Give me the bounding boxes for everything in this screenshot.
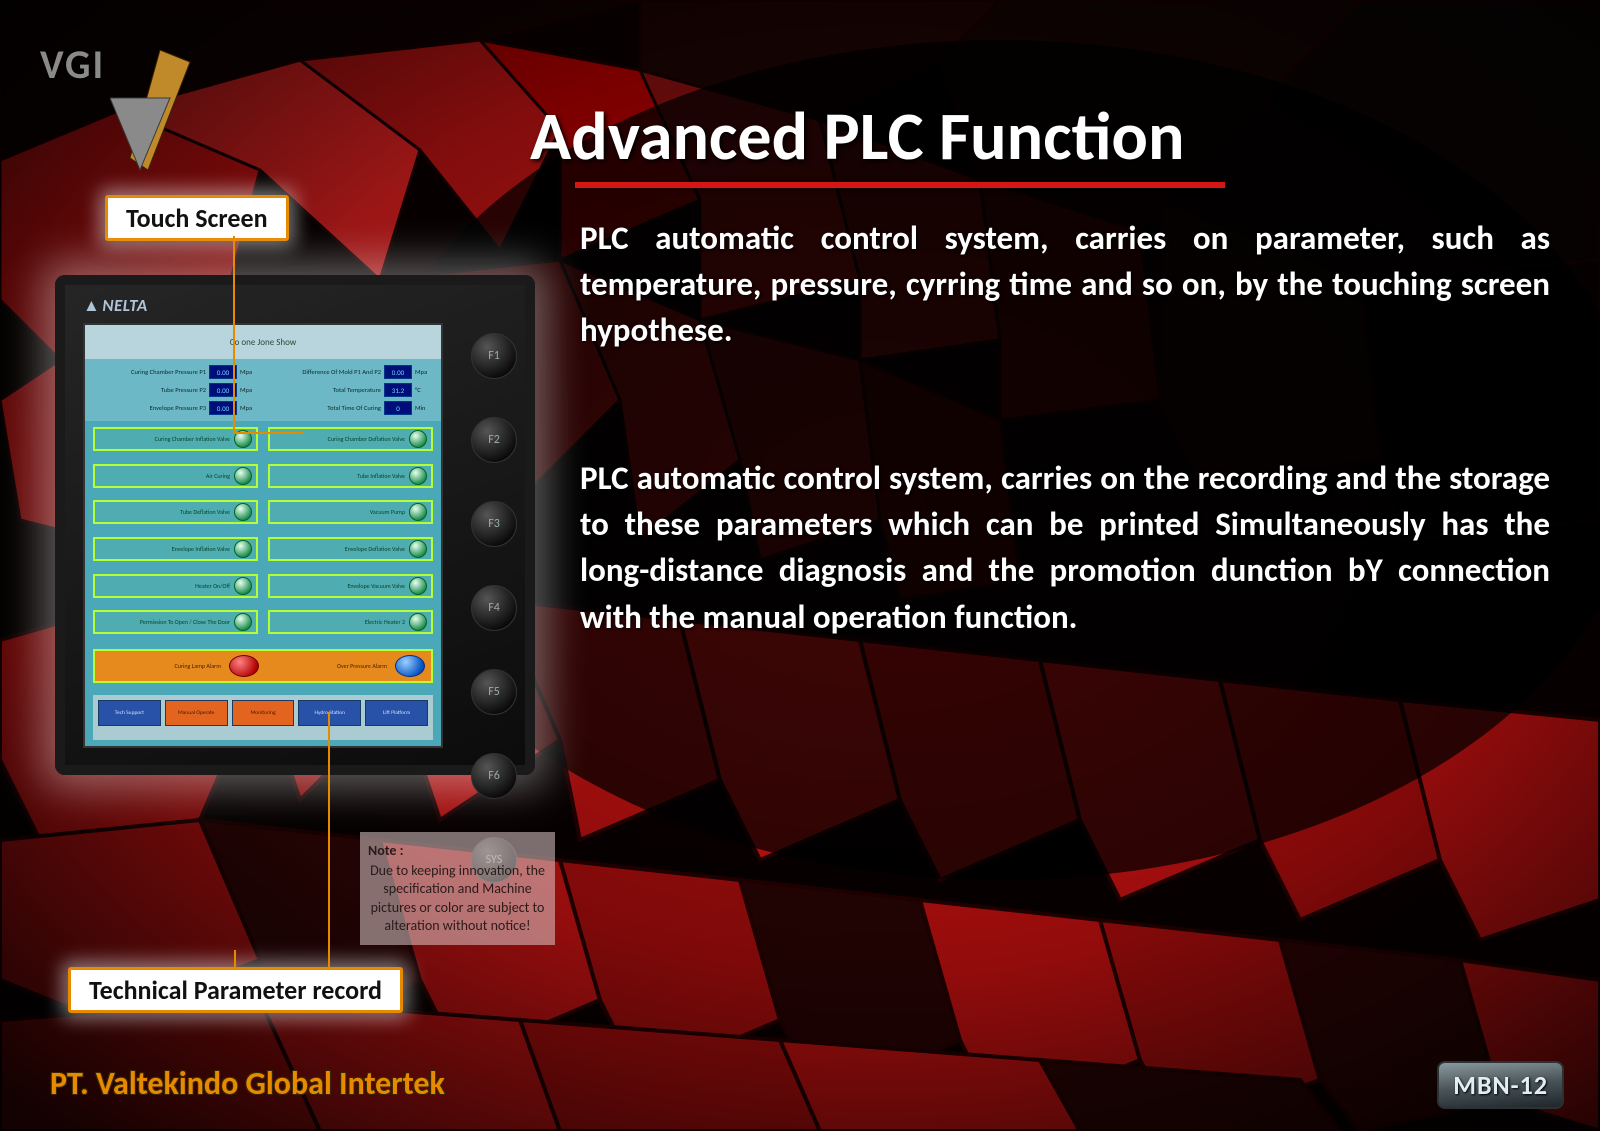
status-cell: Envelope Vacuum Valve bbox=[268, 574, 433, 598]
param-value[interactable]: 0.00 bbox=[384, 365, 412, 379]
status-label: Envelope Inflation Valve bbox=[99, 546, 230, 552]
device-side-buttons: F1F2F3F4F5F6SYS bbox=[471, 333, 517, 883]
vgi-logo: VGI bbox=[40, 40, 200, 180]
status-cell: Tube Deflation Valve bbox=[93, 500, 258, 524]
param-unit: °C bbox=[415, 386, 433, 394]
parameter-grid: Curing Chamber Pressure P1 0.00 MpaDiffe… bbox=[85, 359, 441, 421]
param-cell: Difference Of Mold P1 And P2 0.00 Mpa bbox=[268, 365, 433, 379]
alarm-lamp-blue-icon bbox=[395, 655, 425, 677]
bottom-button-row: Tech SupportManual OperateMonitoringHydr… bbox=[93, 695, 433, 740]
status-lamp-icon bbox=[234, 503, 252, 521]
status-label: Permission To Open / Close The Door bbox=[99, 619, 230, 625]
param-unit: Mpa bbox=[240, 386, 258, 394]
device-side-button[interactable]: F6 bbox=[471, 753, 517, 799]
status-lamp-icon bbox=[409, 467, 427, 485]
param-unit: Mpa bbox=[240, 368, 258, 376]
param-label: Curing Chamber Pressure P1 bbox=[93, 369, 206, 376]
status-lamp-icon bbox=[409, 430, 427, 448]
status-label: Tube Inflation Valve bbox=[274, 473, 405, 479]
param-unit: Mpa bbox=[240, 404, 258, 412]
status-label: Electric Heater 2 bbox=[274, 619, 405, 625]
logo-text: VGI bbox=[40, 40, 200, 89]
device-side-button[interactable]: F4 bbox=[471, 585, 517, 631]
screen-nav-button[interactable]: Manual Operate bbox=[165, 700, 228, 726]
callout-tech-param: Technical Parameter record bbox=[68, 967, 403, 1013]
status-cell: Envelope Deflation Valve bbox=[268, 537, 433, 561]
status-cell: Air Curing bbox=[93, 464, 258, 488]
param-label: Total Temperature bbox=[268, 387, 381, 394]
alarm-row: Curing Lamp Alarm Over Pressure Alarm bbox=[93, 649, 433, 683]
status-cell: Heater On/Off bbox=[93, 574, 258, 598]
status-lamp-icon bbox=[234, 613, 252, 631]
note-title: Note : bbox=[368, 842, 547, 860]
status-label: Vacuum Pump bbox=[274, 509, 405, 515]
screen-nav-button[interactable]: Tech Support bbox=[98, 700, 161, 726]
status-label: Tube Deflation Valve bbox=[99, 509, 230, 515]
status-cell: Envelope Inflation Valve bbox=[93, 537, 258, 561]
page-number-tag: MBN-12 bbox=[1437, 1061, 1564, 1109]
status-lamp-icon bbox=[409, 577, 427, 595]
plc-touchscreen-device: NELTA Co one Jone Show Curing Chamber Pr… bbox=[55, 275, 535, 775]
lead-line bbox=[233, 236, 235, 432]
footer-company: PT. Valtekindo Global Intertek bbox=[50, 1064, 445, 1103]
param-label: Difference Of Mold P1 And P2 bbox=[268, 369, 381, 376]
param-value[interactable]: 0 bbox=[384, 401, 412, 415]
param-value[interactable]: 31.2 bbox=[384, 383, 412, 397]
page-title: Advanced PLC Function bbox=[530, 95, 1184, 178]
device-screen[interactable]: Co one Jone Show Curing Chamber Pressure… bbox=[83, 323, 443, 748]
alarm-lamp-red-icon bbox=[229, 655, 259, 677]
lead-line bbox=[234, 950, 236, 970]
status-lamp-icon bbox=[409, 540, 427, 558]
param-label: Envelope Pressure P3 bbox=[93, 405, 206, 412]
callout-touch-screen: Touch Screen bbox=[105, 195, 289, 241]
screen-nav-button[interactable]: Lift Platform bbox=[365, 700, 428, 726]
device-brand: NELTA bbox=[83, 295, 148, 316]
status-lamp-icon bbox=[409, 503, 427, 521]
status-label: Curing Chamber Deflation Valve bbox=[274, 436, 405, 442]
status-cell: Tube Inflation Valve bbox=[268, 464, 433, 488]
alarm-label: Curing Lamp Alarm bbox=[101, 662, 221, 670]
status-label: Envelope Deflation Valve bbox=[274, 546, 405, 552]
paragraph-2: PLC automatic control system, carries on… bbox=[580, 455, 1550, 640]
status-lamp-icon bbox=[409, 613, 427, 631]
lead-line bbox=[328, 712, 330, 970]
device-side-button[interactable]: F3 bbox=[471, 501, 517, 547]
device-side-button[interactable]: F5 bbox=[471, 669, 517, 715]
status-lamp-icon bbox=[234, 467, 252, 485]
note-body: Due to keeping innovation, the specifica… bbox=[368, 862, 547, 935]
lead-line bbox=[233, 432, 303, 434]
screen-title: Co one Jone Show bbox=[85, 325, 441, 359]
status-cell: Curing Chamber Deflation Valve bbox=[268, 427, 433, 451]
param-label: Tube Pressure P2 bbox=[93, 387, 206, 394]
status-label: Air Curing bbox=[99, 473, 230, 479]
param-cell: Total Time Of Curing 0 Min bbox=[268, 401, 433, 415]
note-box: Note : Due to keeping innovation, the sp… bbox=[360, 832, 555, 945]
title-underline bbox=[575, 182, 1225, 188]
param-unit: Mpa bbox=[415, 368, 433, 376]
status-lamp-icon bbox=[234, 577, 252, 595]
param-cell: Total Temperature 31.2 °C bbox=[268, 383, 433, 397]
status-cell: Electric Heater 2 bbox=[268, 610, 433, 634]
status-label: Heater On/Off bbox=[99, 583, 230, 589]
status-grid: Curing Chamber Inflation Valve Curing Ch… bbox=[85, 421, 441, 746]
paragraph-1: PLC automatic control system, carries on… bbox=[580, 215, 1550, 354]
lead-line bbox=[234, 968, 330, 970]
status-cell: Permission To Open / Close The Door bbox=[93, 610, 258, 634]
status-cell: Vacuum Pump bbox=[268, 500, 433, 524]
alarm-label: Over Pressure Alarm bbox=[267, 662, 387, 670]
screen-nav-button[interactable]: Monitoring bbox=[232, 700, 295, 726]
status-label: Envelope Vacuum Valve bbox=[274, 583, 405, 589]
device-side-button[interactable]: F1 bbox=[471, 333, 517, 379]
status-label: Curing Chamber Inflation Valve bbox=[99, 436, 230, 442]
param-unit: Min bbox=[415, 404, 433, 412]
status-lamp-icon bbox=[234, 540, 252, 558]
param-label: Total Time Of Curing bbox=[268, 405, 381, 412]
device-side-button[interactable]: F2 bbox=[471, 417, 517, 463]
